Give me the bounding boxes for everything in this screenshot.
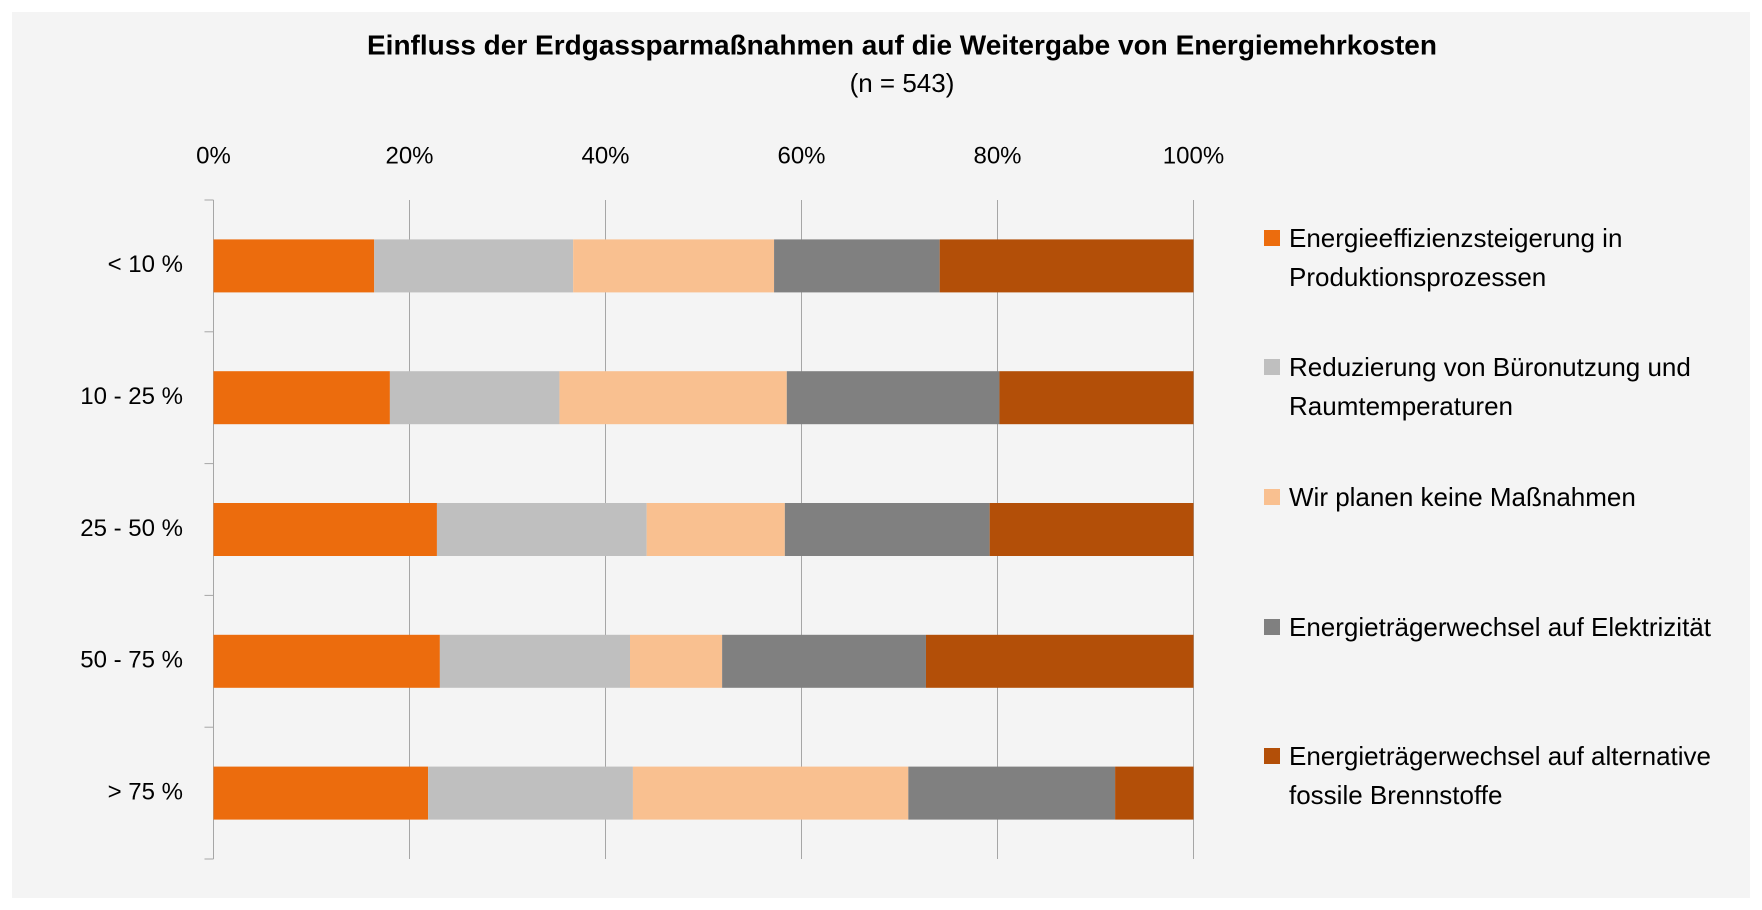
bar-segment [784,503,990,556]
x-tick-label: 60% [777,142,825,169]
bar-segment [213,371,390,425]
bar-segment [786,371,1000,425]
x-tick-label: 20% [385,142,433,169]
bar-segment [632,766,909,820]
legend-item: Reduzierung von Büronutzung und Raumtemp… [1264,348,1754,426]
legend-swatch [1264,618,1280,635]
bar-segment [559,371,787,425]
y-tick-label: < 10 % [108,251,183,278]
y-tick-label: > 75 % [108,778,183,805]
legend-label: Energieträgerwechsel auf Elektrizität [1289,611,1711,642]
y-tick-label: 25 - 50 % [80,515,183,542]
legend-label: Energieträgerwechsel auf alternative fos… [1289,740,1712,810]
x-tick-label: 40% [581,142,629,169]
bar-segment [925,634,1194,688]
bar-segment [436,503,647,556]
legend-item: Energieträgerwechsel auf Elektrizität [1264,608,1754,647]
y-tick-label: 50 - 75 % [80,647,183,674]
bar-segment [630,634,723,688]
legend-label: Wir planen keine Maßnahmen [1289,481,1636,512]
chart-subtitle: (n = 543) [850,68,955,98]
bar-segment [722,634,926,688]
x-tick-label: 100% [1163,142,1224,169]
bar-segment [939,239,1194,293]
bar-segment [999,371,1194,425]
bar-segment [213,766,429,820]
bar-segment [646,503,785,556]
bar-segment [439,634,630,688]
legend-label: Reduzierung von Büronutzung und Raumtemp… [1289,351,1691,421]
bar-segment [428,766,633,820]
legend-swatch [1264,229,1280,246]
bar-segment [908,766,1116,820]
bar-segment [389,371,560,425]
legend-item: Energieeffizienzsteigerung in Produktion… [1264,219,1754,297]
bar-segment [374,239,574,293]
chart-background [12,12,1750,898]
bar-segment [989,503,1194,556]
bar-segment [1115,766,1194,820]
x-tick-label: 80% [973,142,1021,169]
bar-segment [213,634,440,688]
legend-swatch [1264,488,1280,505]
bar-segment [213,239,375,293]
legend-item: Energieträgerwechsel auf alternative fos… [1264,737,1754,815]
legend-item: Wir planen keine Maßnahmen [1264,478,1754,517]
chart-title: Einfluss der Erdgassparmaßnahmen auf die… [367,29,1437,60]
bar-segment [774,239,940,293]
y-tick-label: 10 - 25 % [80,383,183,410]
x-tick-label: 0% [196,142,231,169]
bar-segment [573,239,775,293]
legend-swatch [1264,358,1280,375]
legend-label: Energieeffizienzsteigerung in Produktion… [1289,222,1623,292]
bar-segment [213,503,437,556]
legend-swatch [1264,747,1280,764]
